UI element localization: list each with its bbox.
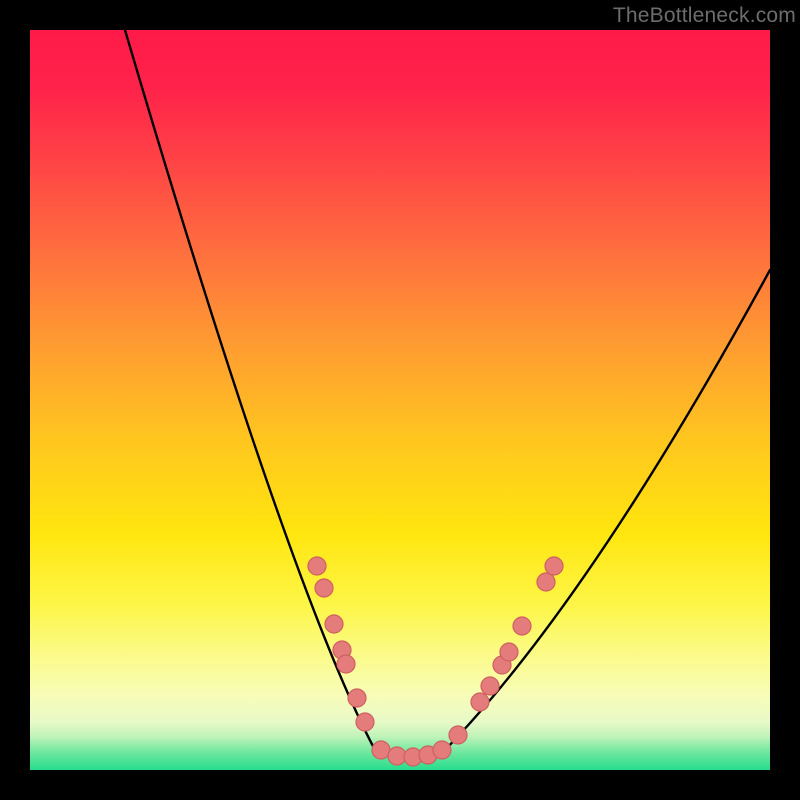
- gradient-background: [30, 30, 770, 770]
- data-marker: [449, 726, 467, 744]
- data-marker: [481, 677, 499, 695]
- data-marker: [356, 713, 374, 731]
- data-marker: [348, 689, 366, 707]
- data-marker: [545, 557, 563, 575]
- data-marker: [471, 693, 489, 711]
- watermark-text: TheBottleneck.com: [613, 4, 796, 28]
- data-marker: [500, 643, 518, 661]
- data-marker: [537, 573, 555, 591]
- data-marker: [315, 579, 333, 597]
- chart-plot-area: [30, 30, 770, 770]
- data-marker: [433, 741, 451, 759]
- data-marker: [325, 615, 343, 633]
- data-marker: [337, 655, 355, 673]
- data-marker: [388, 747, 406, 765]
- data-marker: [308, 557, 326, 575]
- chart-frame: [0, 0, 800, 800]
- data-marker: [513, 617, 531, 635]
- data-marker: [372, 741, 390, 759]
